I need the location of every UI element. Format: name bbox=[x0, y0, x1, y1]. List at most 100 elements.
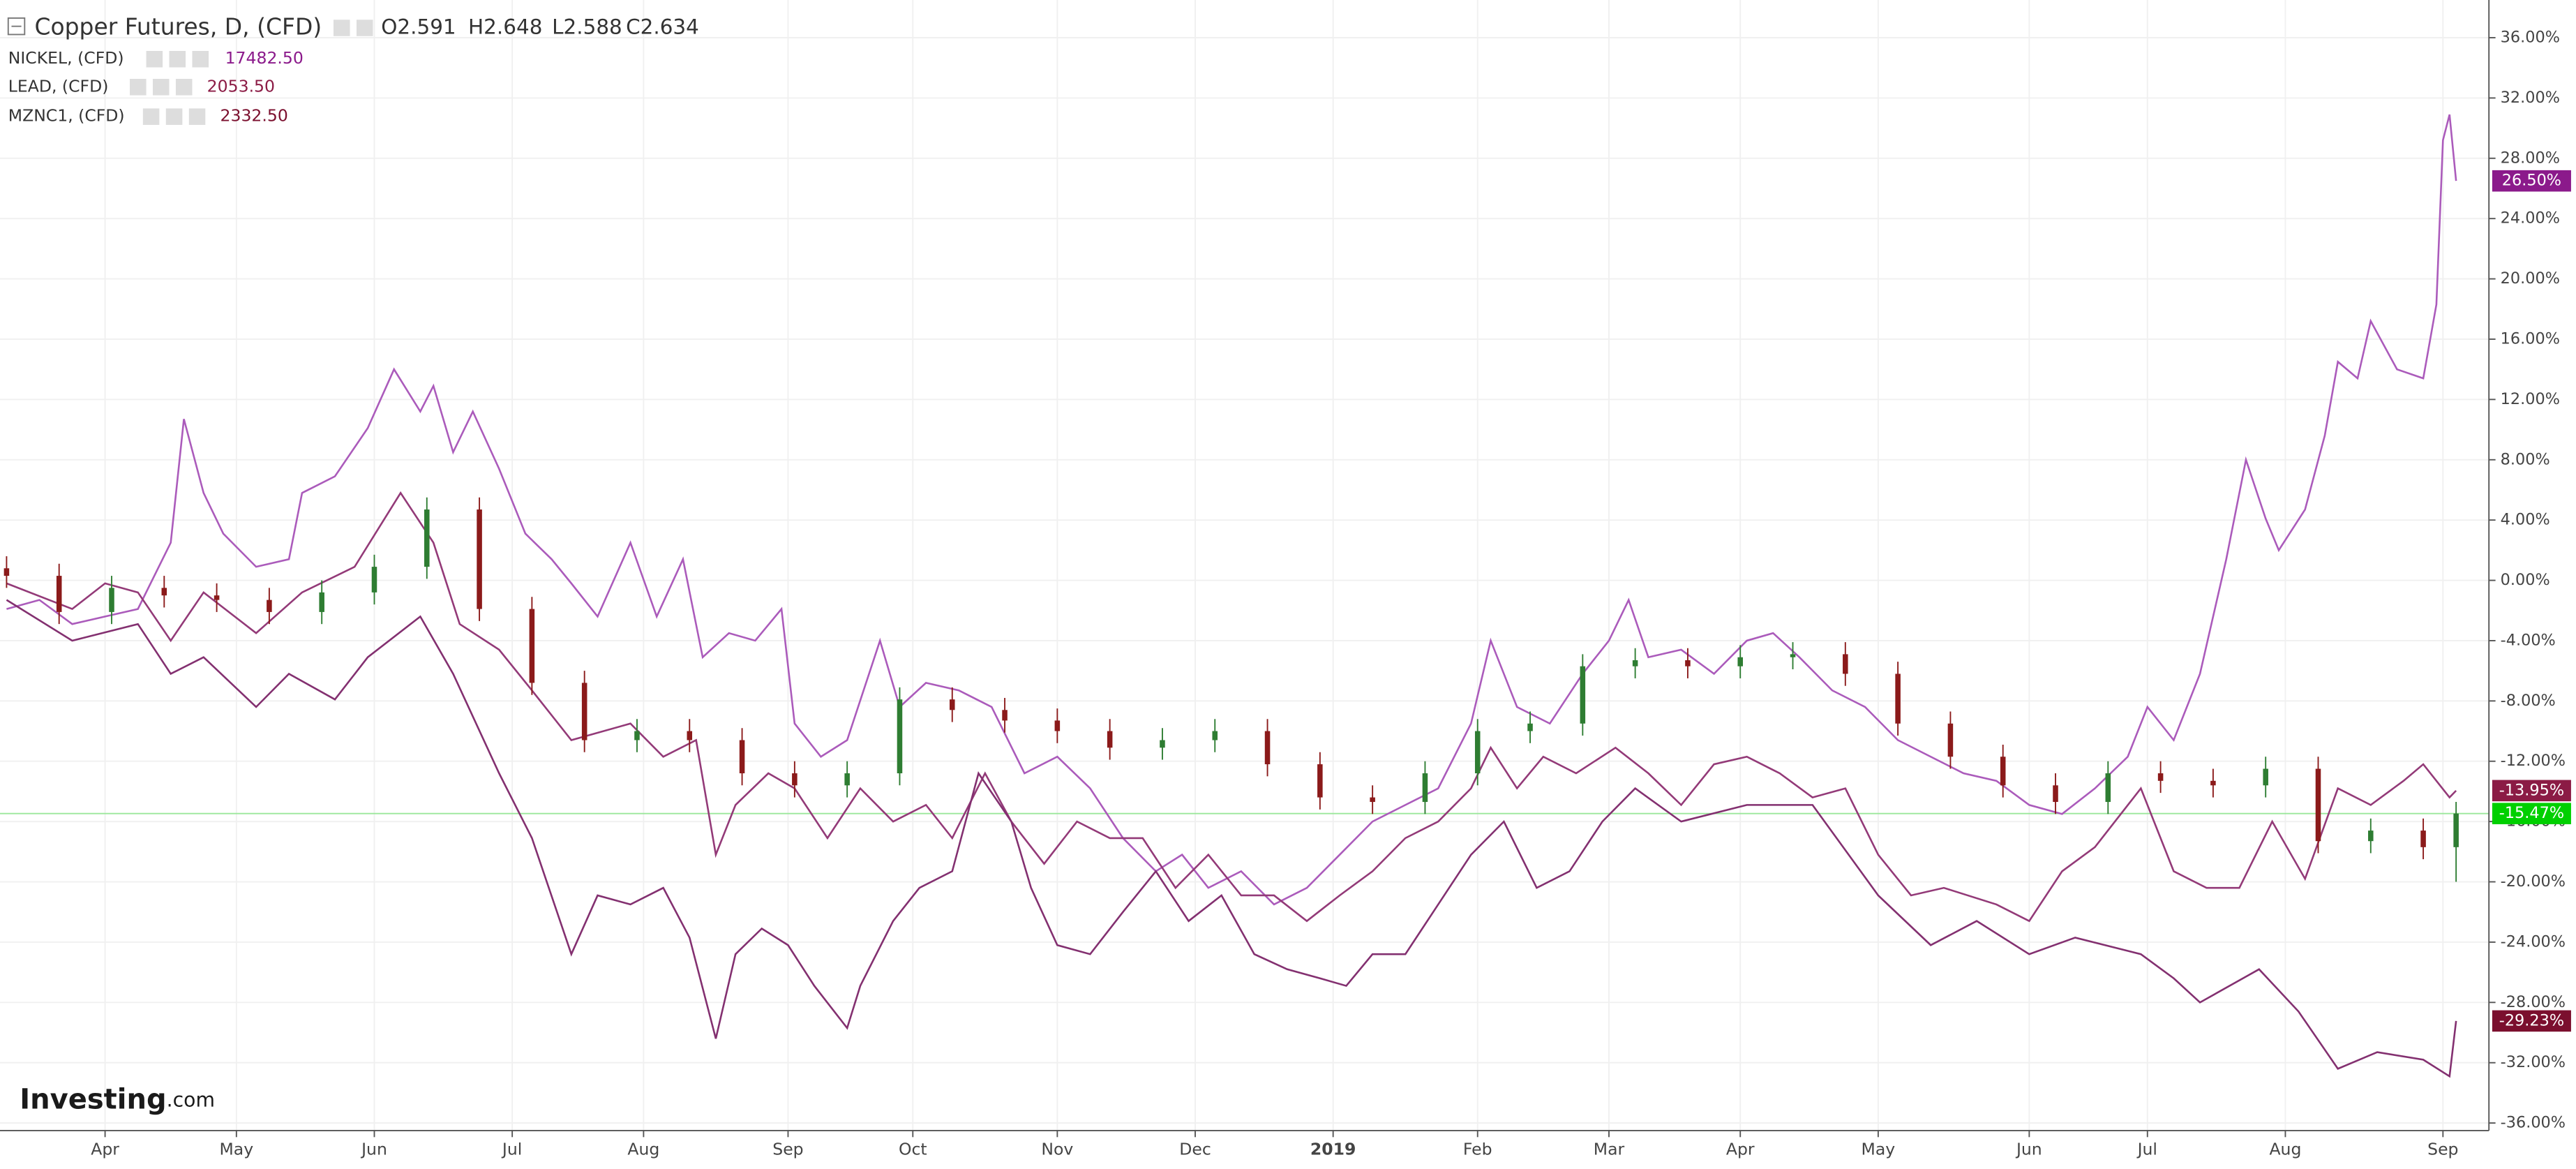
settings-icon[interactable] bbox=[152, 79, 170, 96]
candle-body bbox=[424, 509, 430, 567]
y-tick-label: 36.00% bbox=[2501, 28, 2560, 46]
candle-body bbox=[477, 509, 482, 609]
plot bbox=[3, 114, 2459, 1078]
candle-body bbox=[2210, 780, 2216, 786]
settings-icon[interactable] bbox=[165, 108, 183, 125]
y-tick-label: 0.00% bbox=[2501, 571, 2550, 589]
y-tick-label: -12.00% bbox=[2501, 752, 2566, 770]
candle-body bbox=[3, 568, 10, 576]
eye-icon[interactable] bbox=[142, 108, 160, 125]
candle-body bbox=[529, 609, 535, 683]
watermark: Investing.com bbox=[20, 1084, 215, 1116]
x-tick-label: May bbox=[1862, 1140, 1896, 1159]
candle-body bbox=[1580, 666, 1586, 724]
candle-body bbox=[1370, 797, 1375, 803]
candle-body bbox=[581, 683, 587, 740]
legend-series-price: 17482.50 bbox=[225, 48, 304, 68]
candle-body bbox=[2420, 831, 2426, 847]
candle-body bbox=[1054, 720, 1061, 731]
candle-body bbox=[1737, 657, 1743, 667]
candle-body bbox=[2053, 785, 2058, 803]
y-tick-label: 16.00% bbox=[2501, 329, 2560, 348]
candle-body bbox=[634, 731, 640, 740]
candle-body bbox=[2000, 757, 2006, 786]
x-tick-label: Apr bbox=[1726, 1140, 1755, 1159]
y-tick-label: -28.00% bbox=[2501, 993, 2566, 1011]
x-tick-label: Jul bbox=[2136, 1140, 2157, 1159]
price-badge-label: -15.47% bbox=[2499, 804, 2564, 822]
legend-series-price: 2332.50 bbox=[220, 106, 288, 126]
x-tick-label: Mar bbox=[1594, 1140, 1625, 1159]
candle-body bbox=[739, 740, 745, 774]
candle-body bbox=[1790, 654, 1796, 657]
legend-series-name: LEAD, (CFD) bbox=[8, 76, 109, 96]
y-tick-label: -8.00% bbox=[2501, 692, 2556, 710]
legend-high: H2.648 bbox=[468, 15, 542, 39]
candle-body bbox=[267, 600, 272, 612]
series-line bbox=[6, 491, 2457, 923]
x-tick-label: Oct bbox=[899, 1140, 927, 1159]
candle-body bbox=[844, 773, 850, 786]
candle-body bbox=[1317, 764, 1323, 798]
x-tick-label: Sep bbox=[772, 1140, 803, 1159]
candle-body bbox=[319, 592, 324, 612]
y-tick-label: -36.00% bbox=[2501, 1114, 2566, 1132]
y-tick-label: 8.00% bbox=[2501, 450, 2550, 468]
legend-open: O2.591 bbox=[381, 15, 456, 39]
price-badge bbox=[2492, 1010, 2571, 1032]
x-tick-label: Aug bbox=[2269, 1140, 2301, 1159]
legend-close: C2.634 bbox=[626, 15, 699, 39]
candle-body bbox=[1212, 731, 1218, 740]
candle-body bbox=[109, 588, 114, 612]
grid bbox=[0, 0, 2489, 1131]
legend-series-name: MZNC1, (CFD) bbox=[8, 106, 125, 126]
settings-icon[interactable] bbox=[356, 20, 373, 36]
close-icon[interactable] bbox=[175, 79, 193, 96]
close-icon[interactable] bbox=[188, 108, 206, 125]
eye-icon[interactable] bbox=[146, 50, 163, 68]
candle-body bbox=[1685, 660, 1691, 667]
y-tick-label: -24.00% bbox=[2501, 932, 2566, 951]
x-tick-label: Aug bbox=[627, 1140, 659, 1159]
x-tick-label: Jul bbox=[501, 1140, 522, 1159]
eye-icon[interactable] bbox=[333, 20, 350, 36]
candle-body bbox=[1895, 673, 1901, 724]
candle-body bbox=[1002, 710, 1008, 721]
watermark-domain: .com bbox=[167, 1089, 215, 1112]
x-tick-label: May bbox=[220, 1140, 254, 1159]
x-tick-label: Feb bbox=[1463, 1140, 1492, 1159]
candle-body bbox=[1107, 731, 1113, 748]
candle-body bbox=[2157, 773, 2164, 781]
y-tick-label: 24.00% bbox=[2501, 209, 2560, 228]
price-badge-label: -29.23% bbox=[2499, 1011, 2564, 1029]
y-tick-label: -20.00% bbox=[2501, 872, 2566, 891]
series-line bbox=[6, 114, 2457, 906]
y-tick-label: 12.00% bbox=[2501, 390, 2560, 408]
candle-body bbox=[2453, 813, 2459, 847]
candle-body bbox=[1422, 773, 1428, 803]
close-icon[interactable] bbox=[192, 50, 209, 68]
candle-body bbox=[1160, 740, 1165, 748]
legend-title: Copper Futures, D, (CFD) bbox=[34, 13, 322, 40]
x-tick-label: Sep bbox=[2427, 1140, 2458, 1159]
settings-icon[interactable] bbox=[169, 50, 186, 68]
y-tick-label: 4.00% bbox=[2501, 511, 2550, 529]
candle-body bbox=[2105, 773, 2111, 803]
candle-body bbox=[2263, 768, 2268, 786]
price-badge bbox=[2492, 803, 2571, 824]
collapse-icon[interactable] bbox=[7, 17, 26, 36]
price-badge-label: -13.95% bbox=[2499, 781, 2564, 799]
candle-body bbox=[161, 588, 167, 596]
axis: 36.00% 32.00% 28.00% 24.00% 20.00% 16.00% 12.0… bbox=[91, 28, 2571, 1159]
eye-icon[interactable] bbox=[130, 79, 147, 96]
x-tick-label: Nov bbox=[1041, 1140, 1073, 1159]
candle-body bbox=[1527, 723, 1533, 731]
candle-body bbox=[687, 731, 693, 740]
series-line bbox=[6, 599, 2457, 1078]
y-tick-label: 32.00% bbox=[2501, 89, 2560, 107]
candle-body bbox=[214, 595, 220, 600]
x-tick-label: Dec bbox=[1179, 1140, 1211, 1159]
candle-body bbox=[371, 567, 377, 593]
